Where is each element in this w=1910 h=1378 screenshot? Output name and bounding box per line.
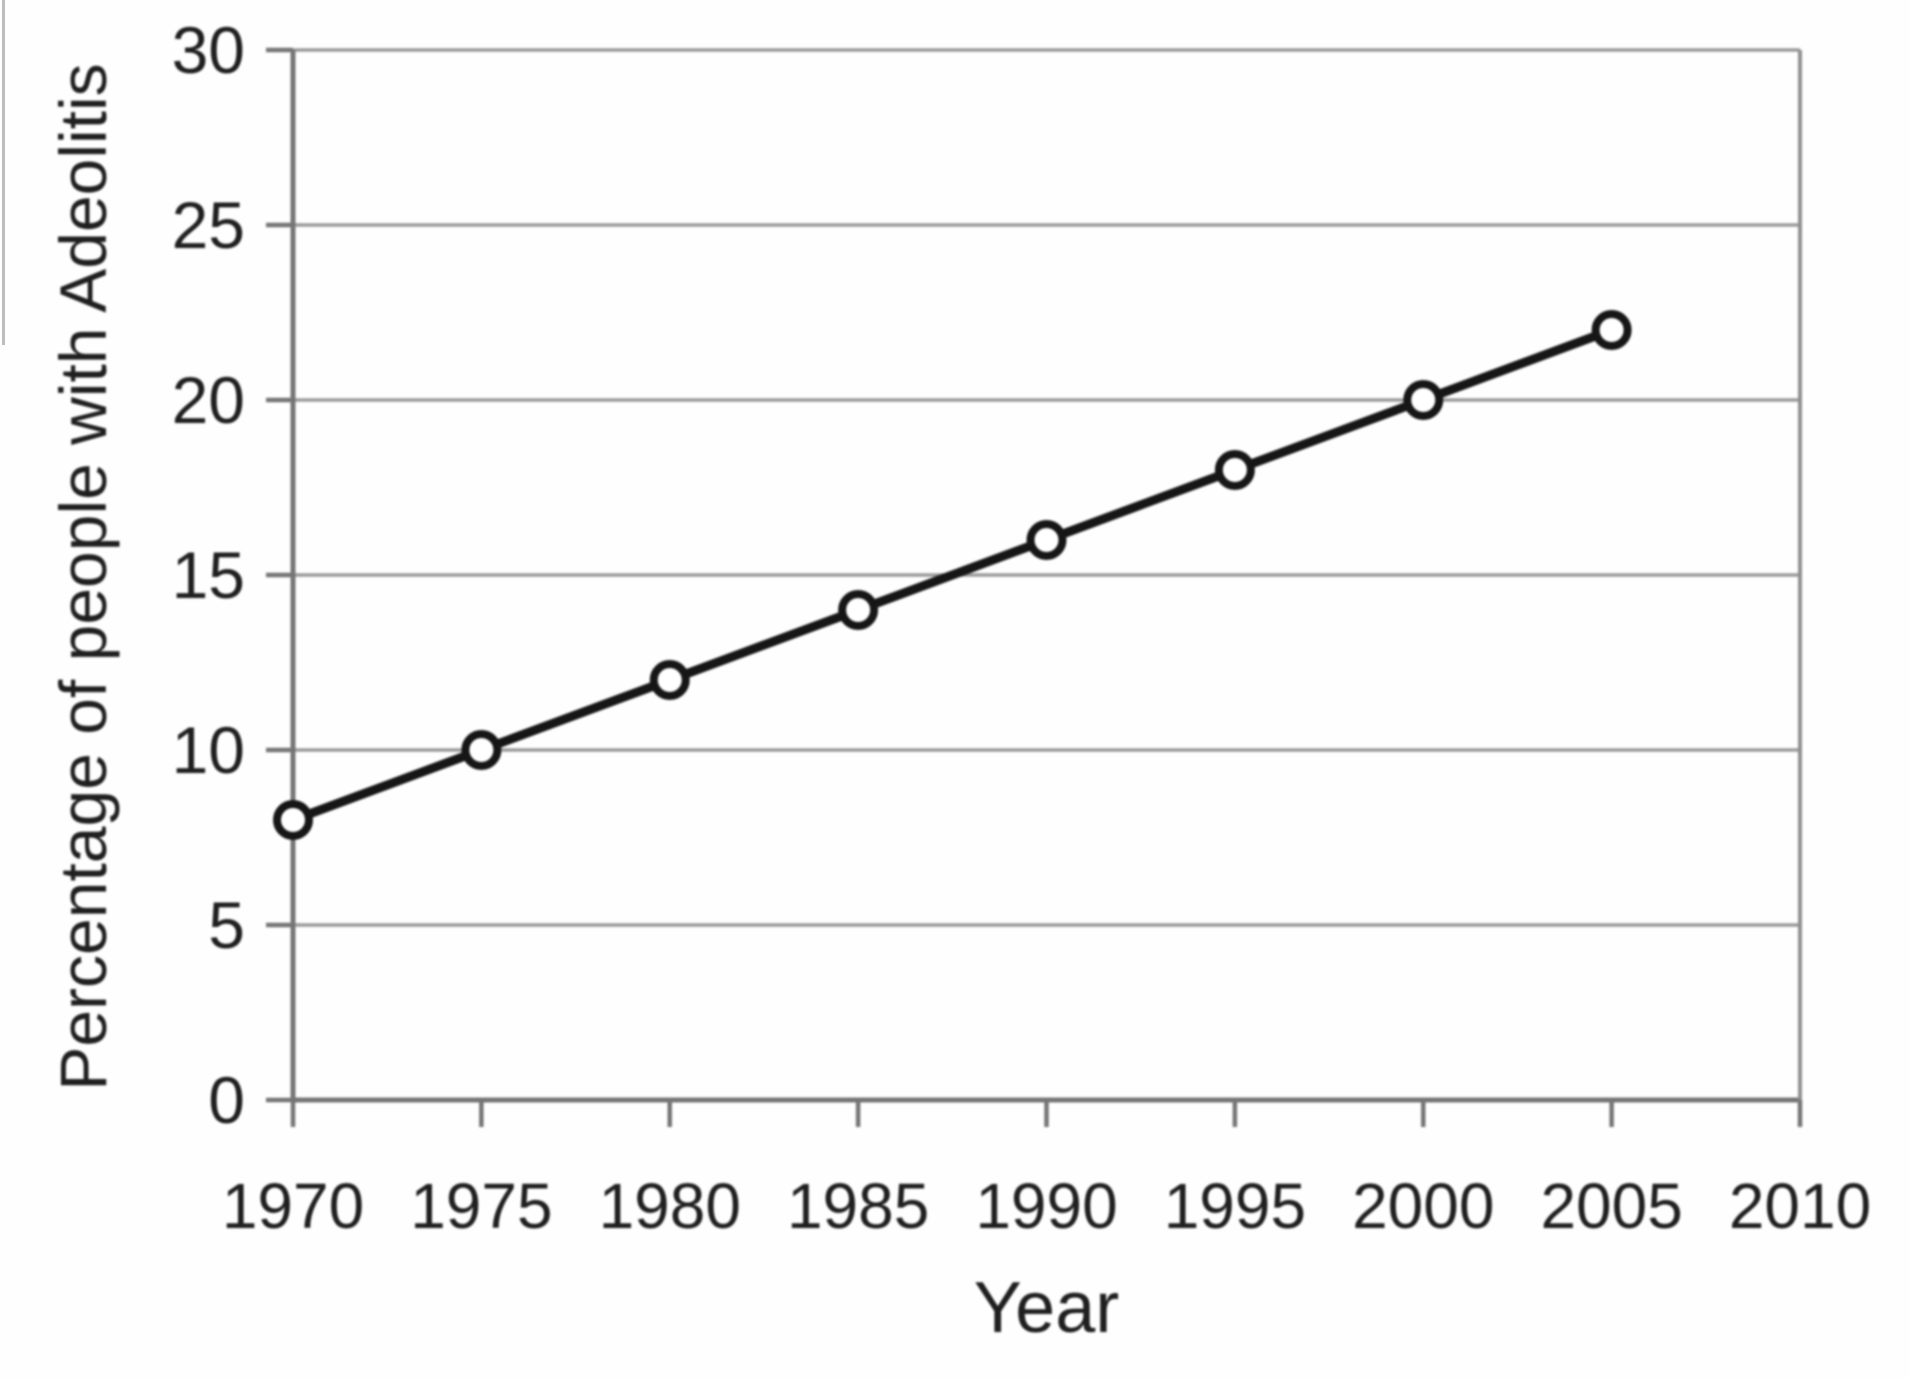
x-tick-label: 1980	[599, 1170, 741, 1242]
data-point-marker	[1403, 380, 1444, 420]
data-point-marker	[461, 730, 502, 770]
y-tick-label: 20	[172, 363, 245, 437]
x-axis-title: Year	[974, 1268, 1119, 1348]
y-tick-label: 0	[208, 1063, 245, 1137]
data-point-marker	[1026, 520, 1067, 560]
x-tick-label: 1995	[1164, 1170, 1306, 1242]
data-line	[288, 325, 1617, 825]
x-tick-label: 2010	[1729, 1170, 1871, 1242]
y-tick-label: 15	[172, 538, 245, 612]
data-point-marker	[1591, 310, 1632, 350]
x-tick-label: 2000	[1352, 1170, 1494, 1242]
data-point-marker	[649, 660, 690, 700]
x-tick-label: 1975	[410, 1170, 552, 1242]
x-tick-label: 1990	[975, 1170, 1117, 1242]
x-tick-label: 2005	[1540, 1170, 1682, 1242]
x-tick-label: 1985	[787, 1170, 929, 1242]
data-point-marker	[273, 800, 313, 840]
data-point-marker	[1214, 450, 1255, 490]
y-tick-label: 10	[172, 713, 245, 787]
y-tick-label: 25	[172, 188, 245, 262]
x-tick-label: 1970	[222, 1170, 364, 1242]
data-point-marker	[838, 590, 879, 630]
y-axis-title: Percentage of people with Adeolitis	[46, 63, 120, 1090]
scan-edge-artifact-line	[2, 0, 5, 345]
y-tick-label: 30	[172, 13, 245, 87]
y-tick-label: 5	[208, 888, 245, 962]
